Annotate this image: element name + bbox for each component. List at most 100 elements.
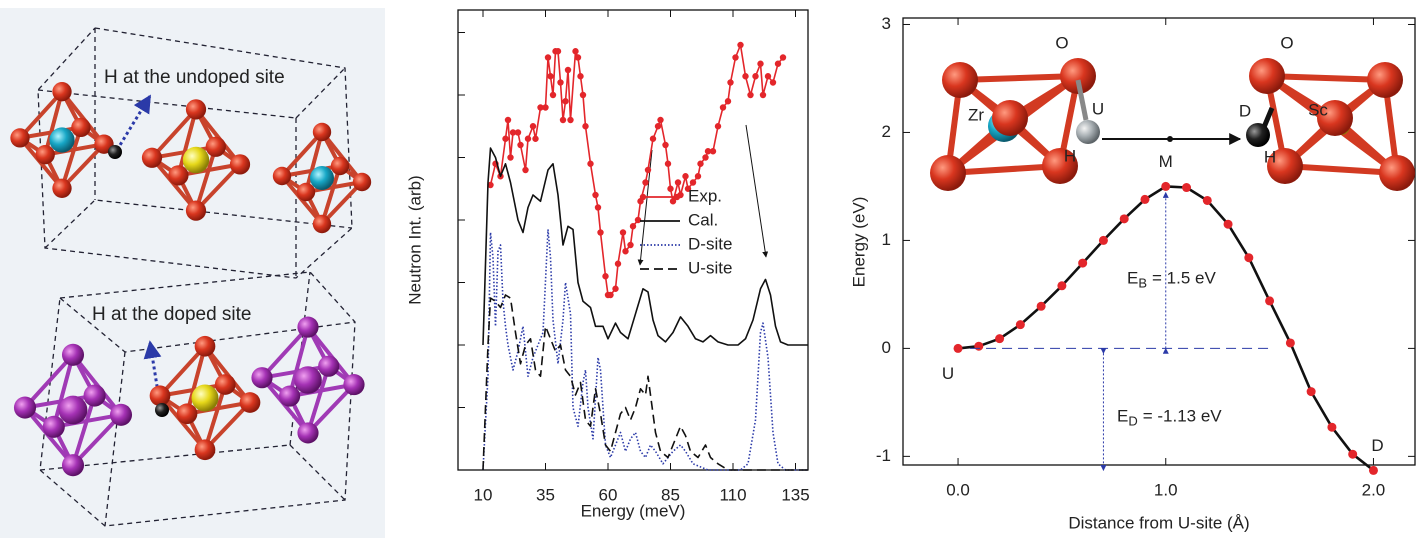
data-point	[564, 66, 572, 74]
x-tick-label: 10	[474, 485, 493, 504]
bond	[176, 108, 198, 176]
bond	[1284, 163, 1398, 176]
data-point	[544, 54, 552, 61]
data-point	[684, 185, 692, 192]
data-point	[574, 54, 582, 61]
y-tick-label: 1	[882, 230, 891, 249]
bond	[203, 383, 228, 451]
vertex-atom	[109, 403, 133, 426]
bond	[287, 326, 310, 397]
vertex-atom	[343, 374, 365, 396]
energy-subscript: B	[1138, 276, 1147, 291]
series-line	[489, 44, 784, 296]
legend-label: Cal.	[688, 210, 718, 229]
h-arrow	[143, 340, 162, 406]
data-point	[662, 141, 669, 149]
x-axis-label: Distance from U-site (Å)	[1068, 513, 1249, 532]
data-point	[759, 91, 767, 99]
vertex-atom	[13, 396, 37, 419]
data-point	[1015, 320, 1025, 330]
data-point	[522, 166, 529, 174]
legend-label: D-site	[688, 234, 732, 253]
data-point	[1244, 253, 1254, 263]
data-point	[572, 48, 579, 55]
data-point	[602, 273, 609, 280]
data-point	[1119, 214, 1129, 224]
vertex-atom	[83, 384, 106, 407]
energy-label: ED = -1.13 eV	[1117, 407, 1222, 429]
oxygen-atom	[930, 155, 966, 191]
energy-value: = -1.13 eV	[1143, 407, 1223, 426]
oxygen-atom	[1367, 62, 1403, 98]
energy-chart: Distance from U-site (Å) Energy (eV) 0.0…	[849, 14, 1416, 532]
inset-label: Zr	[968, 105, 984, 124]
data-point	[577, 73, 584, 80]
data-point	[1368, 465, 1378, 475]
data-point	[644, 166, 652, 174]
data-point	[657, 116, 664, 124]
bond	[320, 130, 364, 184]
hydrogen-atom	[155, 403, 169, 417]
bond	[158, 344, 207, 398]
data-point	[567, 116, 574, 124]
data-point	[587, 160, 594, 167]
x-axis-label: Energy (meV)	[581, 501, 686, 520]
inset-structures: Zr O U H D H Sc O	[930, 33, 1415, 191]
bond	[43, 91, 64, 156]
data-point	[747, 91, 754, 99]
data-point	[752, 73, 759, 80]
vertex-atom	[10, 128, 30, 148]
data-point	[524, 135, 532, 142]
oxygen-atom	[1267, 148, 1303, 184]
legend-marker	[673, 193, 681, 201]
bond	[60, 126, 83, 189]
vertex-atom	[168, 165, 189, 186]
data-point	[1223, 219, 1233, 229]
y-axis-label: Energy (eV)	[849, 197, 868, 288]
center-atom	[191, 384, 219, 412]
vertex-atom	[141, 147, 163, 168]
legend-label: U-site	[688, 258, 732, 277]
bond	[71, 395, 97, 466]
data-point	[714, 123, 722, 130]
center-atom	[58, 395, 88, 425]
bond	[304, 131, 324, 193]
center-atom	[49, 127, 75, 153]
data-point	[1098, 235, 1108, 245]
vertex-atom	[297, 316, 319, 338]
data-point	[1036, 301, 1046, 311]
inset-label: D	[1239, 101, 1251, 120]
x-tick-label: 1.0	[1154, 480, 1178, 499]
data-point	[1285, 338, 1295, 348]
data-point	[1140, 194, 1150, 204]
data-point	[1202, 195, 1212, 205]
bond	[194, 163, 242, 212]
data-point	[709, 148, 717, 155]
bond	[60, 90, 106, 146]
bond	[71, 353, 123, 417]
plot-frame	[457, 9, 809, 471]
data-point	[702, 154, 709, 161]
data-point	[554, 48, 562, 55]
data-point	[737, 41, 744, 49]
bond	[280, 130, 324, 178]
data-point	[502, 135, 509, 142]
data-point	[1078, 258, 1088, 268]
pointer-arrow	[637, 149, 653, 266]
inset-label: U	[1092, 99, 1104, 118]
vertex-atom	[71, 117, 91, 138]
data-point	[664, 160, 672, 167]
h-arrow	[115, 94, 152, 151]
inset-label: H	[1064, 146, 1076, 165]
data-point	[487, 181, 494, 189]
data-point	[592, 191, 599, 199]
bond	[289, 382, 355, 399]
oxygen-atom	[1379, 155, 1415, 191]
bond	[306, 325, 356, 386]
octahedron	[10, 82, 114, 198]
data-point	[953, 343, 963, 353]
data-point	[537, 104, 544, 111]
legend-marker	[639, 193, 647, 201]
data-point	[757, 60, 764, 67]
oxygen-atom	[1042, 148, 1078, 184]
